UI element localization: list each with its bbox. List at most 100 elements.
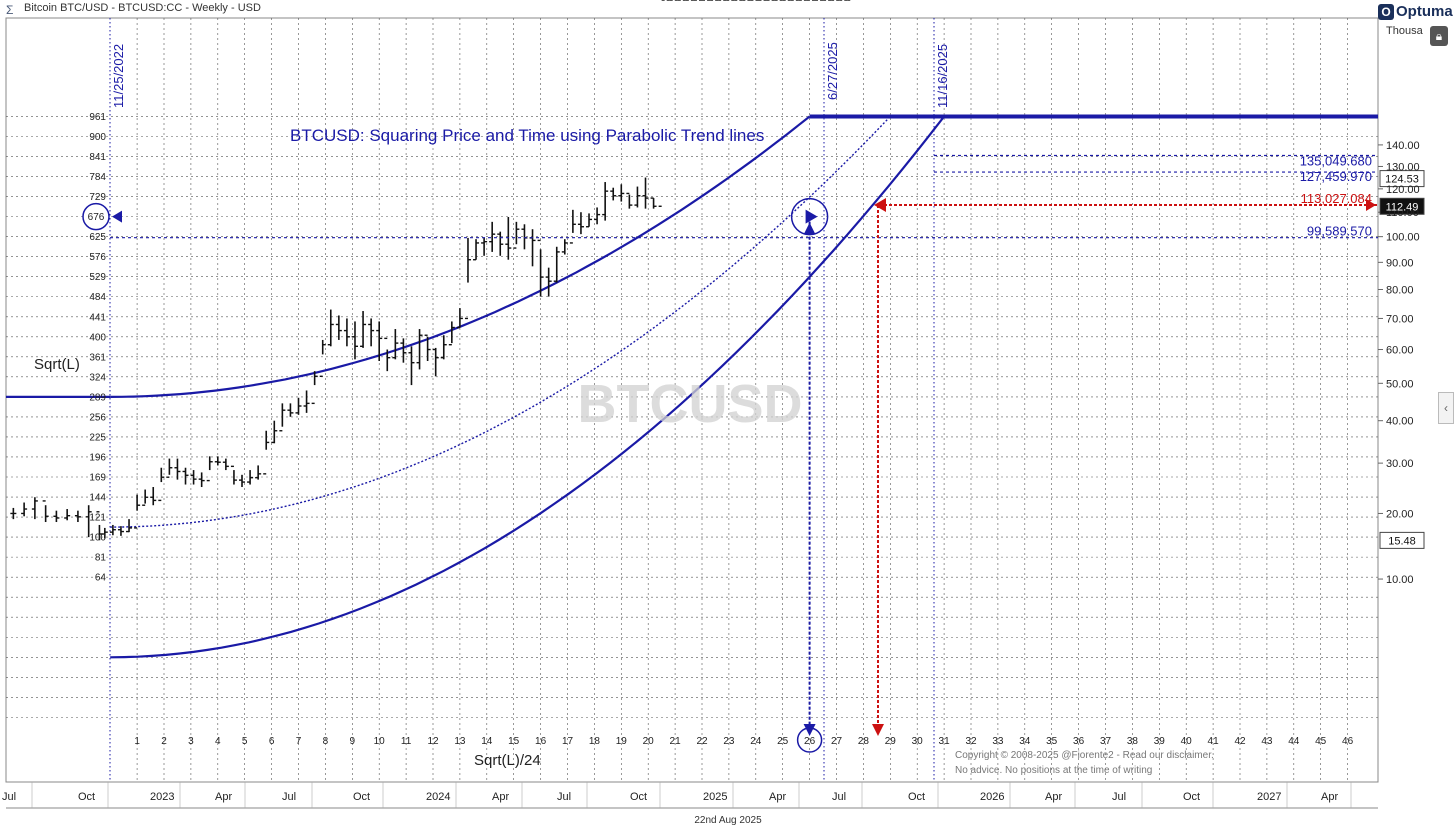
- time-axis-label: Jul: [1112, 791, 1126, 803]
- time-axis-label: Apr: [1321, 791, 1338, 803]
- price-tag-box: [1379, 197, 1425, 215]
- chart-header-title: Bitcoin BTC/USD - BTCUSD:CC - Weekly - U…: [24, 2, 261, 14]
- sqrt-time-tick-label: 5: [242, 736, 248, 747]
- sqrt-time-tick-label: 24: [750, 736, 762, 747]
- time-axis-label: 2024: [426, 791, 450, 803]
- sqrt-time-tick-label: 34: [1019, 736, 1031, 747]
- sqrt-time-tick-label: 18: [589, 736, 601, 747]
- arrow-head-right-blue: [805, 209, 818, 224]
- right-axis-tick-label: 60.00: [1386, 345, 1414, 357]
- left-axis-tick-label: 121: [89, 513, 106, 524]
- left-axis-tick-label: 100: [89, 533, 106, 544]
- time-axis-label: 2025: [703, 791, 727, 803]
- price-level-label: 127,459.970: [1300, 169, 1372, 184]
- annotation-layer: [82, 18, 1425, 782]
- right-axis-tick-label: 20.00: [1386, 508, 1414, 520]
- sqrt-time-tick-label: 38: [1127, 736, 1139, 747]
- right-axis-tick-label: 80.00: [1386, 285, 1414, 297]
- brand-logo: O Optuma: [1378, 3, 1453, 20]
- sqrt-time-tick-label: 31: [939, 736, 951, 747]
- arrow-head-right: [1366, 199, 1376, 212]
- right-axis-tick-label: 50.00: [1386, 378, 1414, 390]
- right-axis-tick-label: 10.00: [1386, 574, 1414, 586]
- time-axis-label: Apr: [215, 791, 232, 803]
- sqrt-time-tick-label: 2: [161, 736, 167, 747]
- price-tag-label: 124.53: [1385, 174, 1419, 186]
- sqrt-time-tick-label: 3: [188, 736, 194, 747]
- left-axis-tick-label: 169: [89, 473, 106, 484]
- price-level-label: 99,589.570: [1307, 224, 1372, 239]
- time-axis-label: Oct: [1183, 791, 1200, 803]
- left-axis-tick-label: 961: [89, 112, 106, 123]
- left-axis-tick-label: 289: [89, 392, 106, 403]
- left-axis-tick-label: 529: [89, 272, 106, 283]
- sqrt-time-tick-label: 9: [350, 736, 356, 747]
- arrow-head-down-red: [872, 724, 884, 736]
- left-axis-tick-label: 784: [89, 172, 106, 183]
- time-axis-label: Oct: [630, 791, 647, 803]
- sqrt-time-tick-label: 35: [1046, 736, 1058, 747]
- left-axis-tick-label: 676: [88, 212, 105, 223]
- sqrt-time-tick-label: 1: [134, 736, 140, 747]
- price-tag-label: 112.49: [1386, 201, 1419, 213]
- right-axis-tick-label: 30.00: [1386, 458, 1414, 470]
- left-axis-tick-label: 144: [89, 493, 106, 504]
- sqrt-time-tick-label: 39: [1154, 736, 1166, 747]
- sqrt-time-tick-label: 42: [1234, 736, 1246, 747]
- ohlc-bars-layer: [10, 0, 851, 541]
- left-axis-tick-label: 400: [89, 332, 106, 343]
- brand-name: Optuma: [1396, 3, 1453, 20]
- time-axis-label: Jul: [282, 791, 296, 803]
- sqrt-time-tick-label: 26: [804, 736, 816, 747]
- left-axis-tick-label: 441: [89, 312, 106, 323]
- right-axis-tick-label: 130.00: [1386, 161, 1420, 173]
- sqrt-time-tick-label: 40: [1181, 736, 1193, 747]
- sqrt-time-tick-label: 19: [616, 736, 628, 747]
- time-axis-label: Jul: [557, 791, 571, 803]
- left-axis-tick-label: 361: [89, 352, 106, 363]
- sqrt-time-tick-label: 23: [723, 736, 735, 747]
- middle-parabola-trendline: [110, 116, 891, 528]
- right-axis-tick-label: 120.00: [1386, 184, 1420, 196]
- time-axis-label: 2027: [1257, 791, 1281, 803]
- left-axis-tick-label: 81: [95, 553, 107, 564]
- right-axis-tick-label: 110.00: [1386, 207, 1419, 219]
- sqrt-time-tick-label: 4: [215, 736, 221, 747]
- sqrt-time-tick-label: 28: [858, 736, 870, 747]
- disclaimer-text: No advice. No positions at the time of w…: [955, 765, 1152, 776]
- left-axis-tick-label: 225: [89, 432, 106, 443]
- date-marker-label: 11/25/2022: [111, 44, 126, 108]
- sqrt-time-tick-label: 12: [427, 736, 439, 747]
- optuma-logo-icon: O: [1378, 4, 1394, 20]
- left-axis-tick-label: 256: [89, 412, 106, 423]
- x-axis-label: Sqrt(L)/24: [474, 752, 541, 769]
- sqrt-time-tick-label: 21: [670, 736, 682, 747]
- sqrt-time-tick-label: 15: [508, 736, 520, 747]
- sqrt-time-tick-label: 33: [992, 736, 1004, 747]
- left-axis-tick-label: 64: [95, 573, 107, 584]
- sqrt-time-tick-label: 41: [1208, 736, 1220, 747]
- price-level-label: 113,027.084: [1301, 191, 1372, 206]
- arrow-head-left: [112, 210, 122, 223]
- sqrt-time-tick-label: 44: [1288, 736, 1300, 747]
- left-axis-tick-label: 576: [89, 252, 106, 263]
- sqrt-time-tick-label: 45: [1315, 736, 1327, 747]
- date-marker-label: 6/27/2025: [825, 42, 840, 100]
- label-layer: 6481100121144169196225256289324361400441…: [2, 42, 1420, 803]
- app-chart-icon: Ʃ: [6, 3, 14, 17]
- sqrt-time-tick-label: 14: [481, 736, 493, 747]
- highlight-circle-left: [82, 202, 110, 231]
- lock-icon[interactable]: 🔒︎: [1430, 26, 1448, 46]
- sqrt-time-tick-label: 37: [1100, 736, 1112, 747]
- arrow-head-red-left: [874, 198, 886, 213]
- sqrt-time-tick-label: 32: [965, 736, 977, 747]
- chevron-left-icon[interactable]: ‹: [1438, 392, 1454, 424]
- copyright-text: Copyright © 2008-2025 @Fiorente2 - Read …: [955, 750, 1214, 761]
- axis-unit-label: Thousa: [1386, 25, 1423, 37]
- sqrt-time-tick-label: 6: [269, 736, 275, 747]
- time-axis-label: Jul: [832, 791, 846, 803]
- price-tag-label: 15.48: [1388, 535, 1416, 547]
- sqrt-time-tick-label: 7: [296, 736, 302, 747]
- time-axis-label: Oct: [908, 791, 925, 803]
- watermark-text: BTCUSD: [578, 374, 803, 434]
